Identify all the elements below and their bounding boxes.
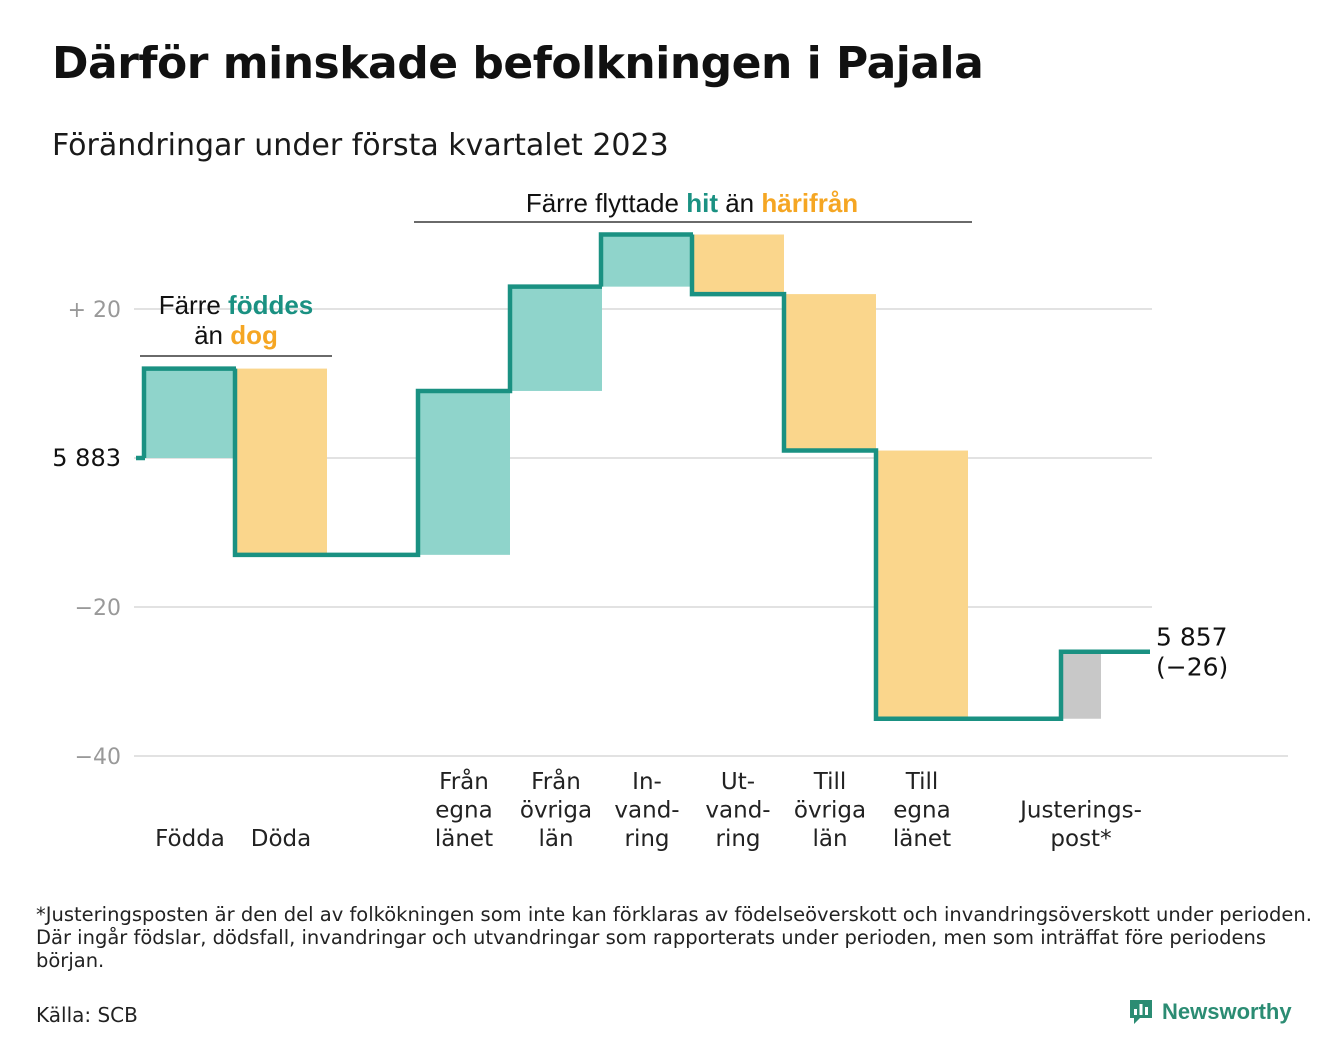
category-label: vand- [614, 798, 679, 824]
category-label: post* [1050, 826, 1111, 852]
annotation-part: än [194, 320, 230, 350]
annotation-part: föddes [228, 290, 313, 320]
annotation-text: Färre föddes [159, 290, 314, 320]
annotation-part: Färre [159, 290, 228, 320]
category-label: ring [624, 826, 669, 852]
chart-title: Därför minskade befolkningen i Pajala [52, 38, 984, 89]
category-label: Från [439, 767, 489, 795]
category-label: vand- [705, 798, 770, 824]
bar-adjustment [1061, 651, 1101, 719]
annotation-part: dog [230, 320, 278, 350]
bar-chart-logo-icon [1130, 1000, 1152, 1024]
category-label: län [812, 826, 847, 852]
footnote: *Justeringsposten är den del av folkökni… [36, 903, 1312, 972]
bar-outflow [692, 234, 784, 295]
brand-logo[interactable]: Newsworthy [1128, 998, 1292, 1026]
annotation-part: härifrån [761, 188, 858, 218]
annotation-part: hit [686, 188, 718, 218]
category-label: Till [905, 769, 939, 795]
category-label: egna [893, 798, 950, 824]
bar-outflow [876, 450, 968, 719]
annotation-text: än dog [194, 320, 278, 350]
end-value-label: 5 857 [1156, 623, 1228, 652]
category-label: Justerings- [1018, 798, 1142, 824]
bar-inflow [144, 368, 236, 458]
category-label: ring [715, 826, 760, 852]
annotation-part: än [718, 188, 761, 218]
bar-outflow [235, 368, 327, 555]
end-change-label: (−26) [1156, 653, 1228, 682]
bar-inflow [418, 390, 510, 555]
category-label: Ut- [721, 769, 755, 795]
category-label: länet [435, 826, 493, 852]
category-label: Döda [251, 826, 311, 852]
chart-subtitle: Förändringar under första kvartalet 2023 [52, 128, 669, 163]
category-label: övriga [520, 798, 592, 824]
y-tick-label: −20 [75, 596, 121, 621]
category-label: In- [632, 769, 662, 795]
category-label: Till [813, 769, 847, 795]
annotation-part: Färre flyttade [526, 188, 686, 218]
category-label: län [538, 826, 573, 852]
y-tick-label: −40 [75, 745, 121, 770]
waterfall-chart: + 20 −20 −40 5 883 5 857(−26) Födda Döda Från eg… [52, 188, 1288, 852]
category-label: Födda [155, 826, 225, 852]
start-value-label: 5 883 [52, 444, 121, 472]
brand-name: Newsworthy [1162, 999, 1292, 1024]
category-label: länet [893, 826, 951, 852]
category-label: egna [435, 798, 492, 824]
bar-inflow [601, 234, 693, 287]
category-label: Från [531, 767, 581, 795]
cumulative-line [136, 232, 1150, 721]
bar-inflow [510, 286, 602, 391]
source-label: Källa: SCB [36, 1003, 138, 1027]
y-tick-label: + 20 [68, 298, 121, 323]
category-label: övriga [794, 798, 866, 824]
bar-outflow [784, 294, 876, 451]
annotation-text: Färre flyttade hit än härifrån [526, 188, 858, 218]
